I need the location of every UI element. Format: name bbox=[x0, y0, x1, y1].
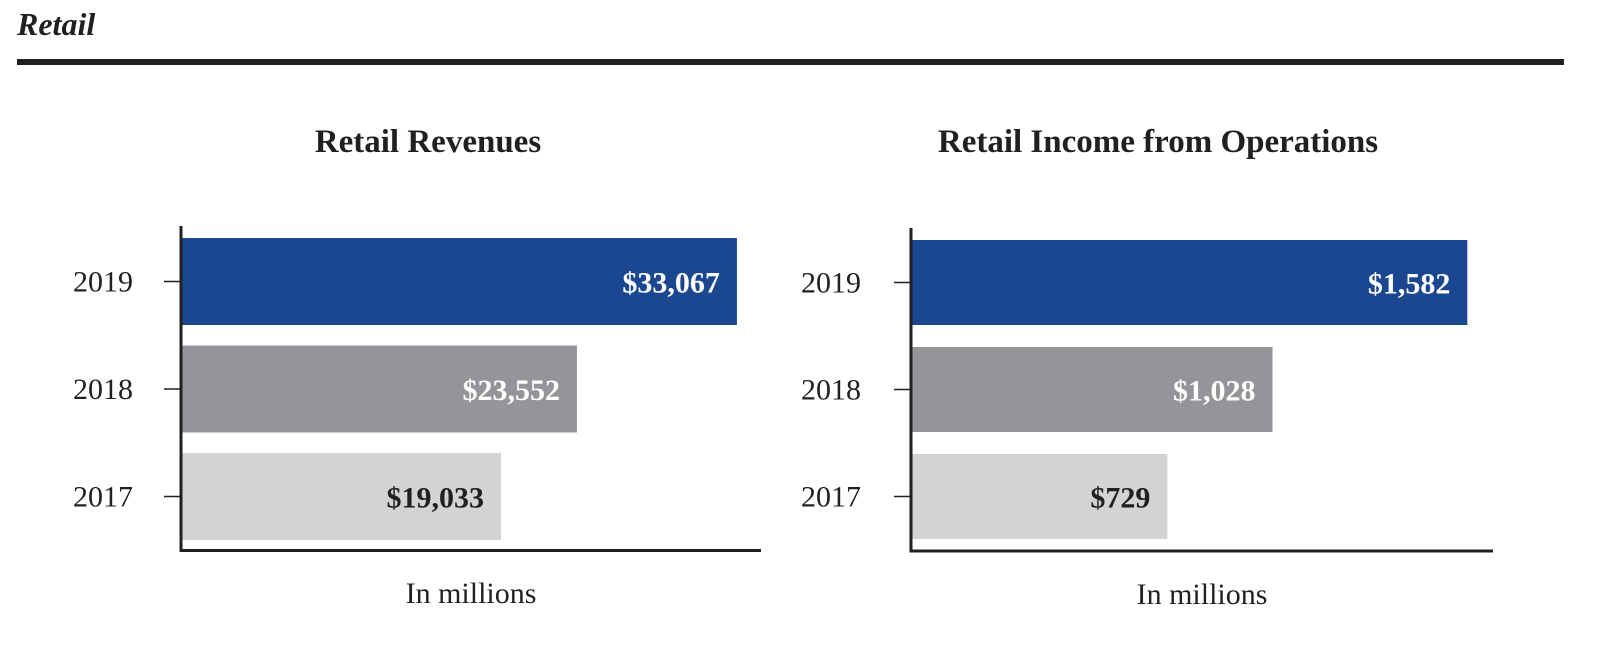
chart-title: Retail Income from Operations bbox=[938, 124, 1378, 160]
chart-title: Retail Revenues bbox=[315, 124, 542, 160]
bar-2018 bbox=[911, 347, 1273, 432]
bar-2017 bbox=[911, 454, 1168, 539]
y-tick-label: 2017 bbox=[73, 481, 133, 514]
bar-value-label: $19,033 bbox=[386, 482, 484, 515]
bar-value-label: $23,552 bbox=[462, 374, 560, 407]
section-title: Retail bbox=[17, 6, 96, 42]
bar-value-label: $33,067 bbox=[622, 267, 720, 300]
x-axis-label: In millions bbox=[406, 577, 537, 610]
bar-2019 bbox=[911, 240, 1468, 325]
y-tick-label: 2019 bbox=[801, 267, 861, 300]
bar-2019 bbox=[181, 238, 737, 325]
y-tick-label: 2017 bbox=[801, 481, 861, 514]
x-axis-label: In millions bbox=[1137, 578, 1268, 611]
section-divider bbox=[17, 59, 1564, 65]
bar-2018 bbox=[181, 345, 577, 433]
bar-value-label: $729 bbox=[1090, 482, 1150, 515]
y-tick-label: 2018 bbox=[801, 374, 861, 407]
retail-revenues-chart: Retail Revenues $33,067 2019 $23,552 2018 $19… bbox=[73, 124, 761, 610]
retail-income-chart: Retail Income from Operations $1,582 2019 $… bbox=[801, 124, 1493, 611]
bar-value-label: $1,028 bbox=[1173, 375, 1256, 408]
bar-value-label: $1,582 bbox=[1368, 268, 1451, 301]
y-tick-label: 2019 bbox=[73, 266, 133, 299]
y-tick-label: 2018 bbox=[73, 373, 133, 406]
bar-2017 bbox=[181, 453, 501, 540]
